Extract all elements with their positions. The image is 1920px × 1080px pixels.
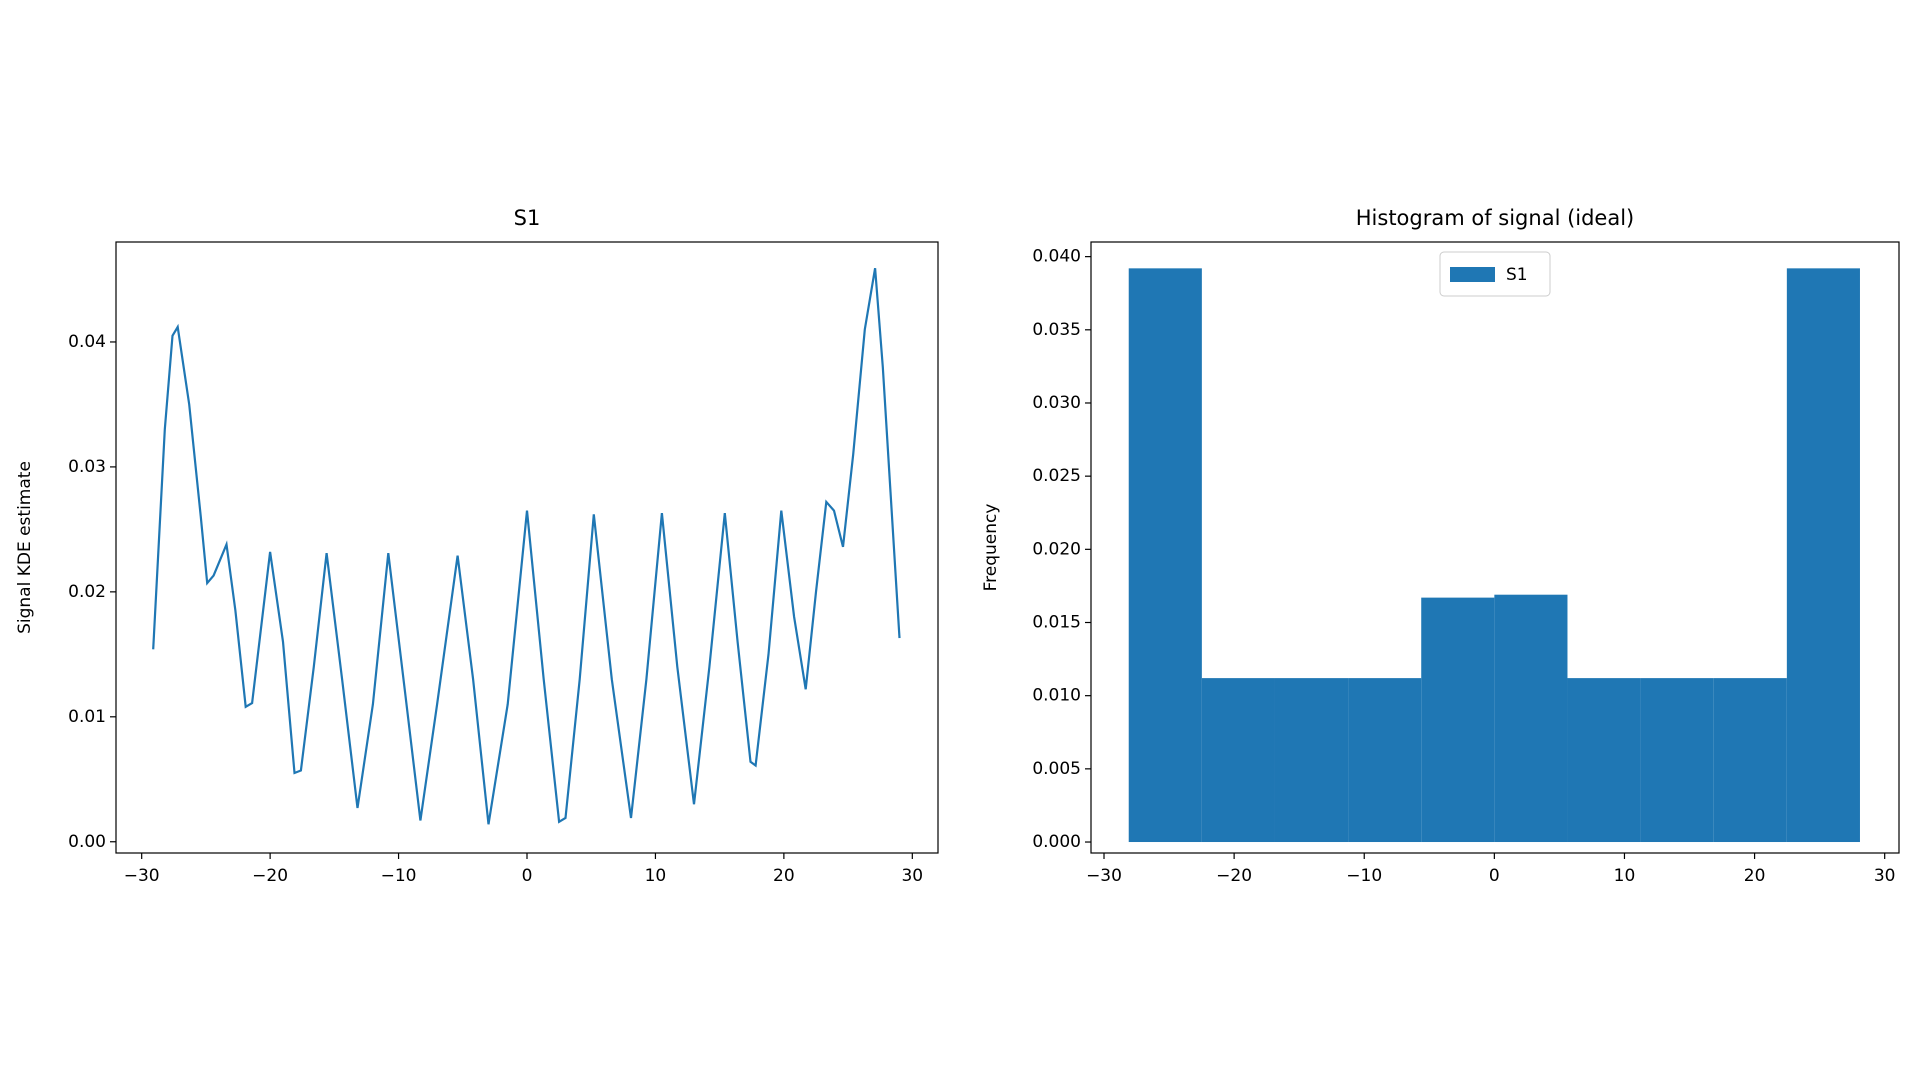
bar — [1713, 678, 1787, 843]
y-axis-label: Signal KDE estimate — [15, 461, 35, 634]
y-tick-label: 0.02 — [68, 582, 106, 602]
y-tick-label: 0.010 — [1032, 686, 1081, 706]
bar — [1128, 268, 1202, 843]
x-tick-label: 30 — [1874, 866, 1896, 886]
legend-label: S1 — [1506, 265, 1528, 285]
bar — [1348, 678, 1422, 843]
x-tick-label: 20 — [1744, 866, 1766, 886]
x-tick-label: −20 — [252, 866, 288, 886]
x-tick-label: −30 — [1086, 866, 1122, 886]
y-tick-label: 0.035 — [1032, 320, 1081, 340]
chart-title: S1 — [514, 206, 541, 230]
chart-title: Histogram of signal (ideal) — [1356, 206, 1635, 230]
x-tick-label: 30 — [901, 866, 923, 886]
x-tick-label: 0 — [522, 866, 533, 886]
y-tick-label: 0.025 — [1032, 466, 1081, 486]
x-tick-label: −20 — [1216, 866, 1252, 886]
x-tick-label: 10 — [645, 866, 667, 886]
bar — [1201, 678, 1275, 843]
x-tick-label: −30 — [124, 866, 160, 886]
x-tick-label: −10 — [381, 866, 417, 886]
y-tick-label: 0.01 — [68, 707, 106, 727]
y-axis-label: Frequency — [981, 504, 1001, 592]
y-tick-label: 0.04 — [68, 332, 106, 352]
bar — [1274, 678, 1349, 843]
axes-frame — [115, 241, 939, 854]
bar — [1567, 678, 1641, 843]
bar — [1640, 678, 1714, 843]
bar — [1786, 268, 1860, 843]
y-tick-label: 0.020 — [1032, 539, 1081, 559]
y-tick-label: 0.000 — [1032, 832, 1081, 852]
y-tick-label: 0.030 — [1032, 393, 1081, 413]
y-tick-label: 0.03 — [68, 457, 106, 477]
axes-frame — [1090, 241, 1900, 854]
bar — [1421, 597, 1495, 843]
y-tick-label: 0.005 — [1032, 759, 1081, 779]
line — [152, 268, 901, 825]
x-tick-label: 0 — [1489, 866, 1500, 886]
legend-swatch — [1450, 267, 1495, 282]
x-tick-label: −10 — [1346, 866, 1382, 886]
y-tick-label: 0.040 — [1032, 247, 1081, 267]
x-tick-label: 10 — [1614, 866, 1636, 886]
x-tick-label: 20 — [773, 866, 795, 886]
y-tick-label: 0.015 — [1032, 613, 1081, 633]
y-tick-label: 0.00 — [68, 832, 106, 852]
bar — [1494, 594, 1568, 843]
